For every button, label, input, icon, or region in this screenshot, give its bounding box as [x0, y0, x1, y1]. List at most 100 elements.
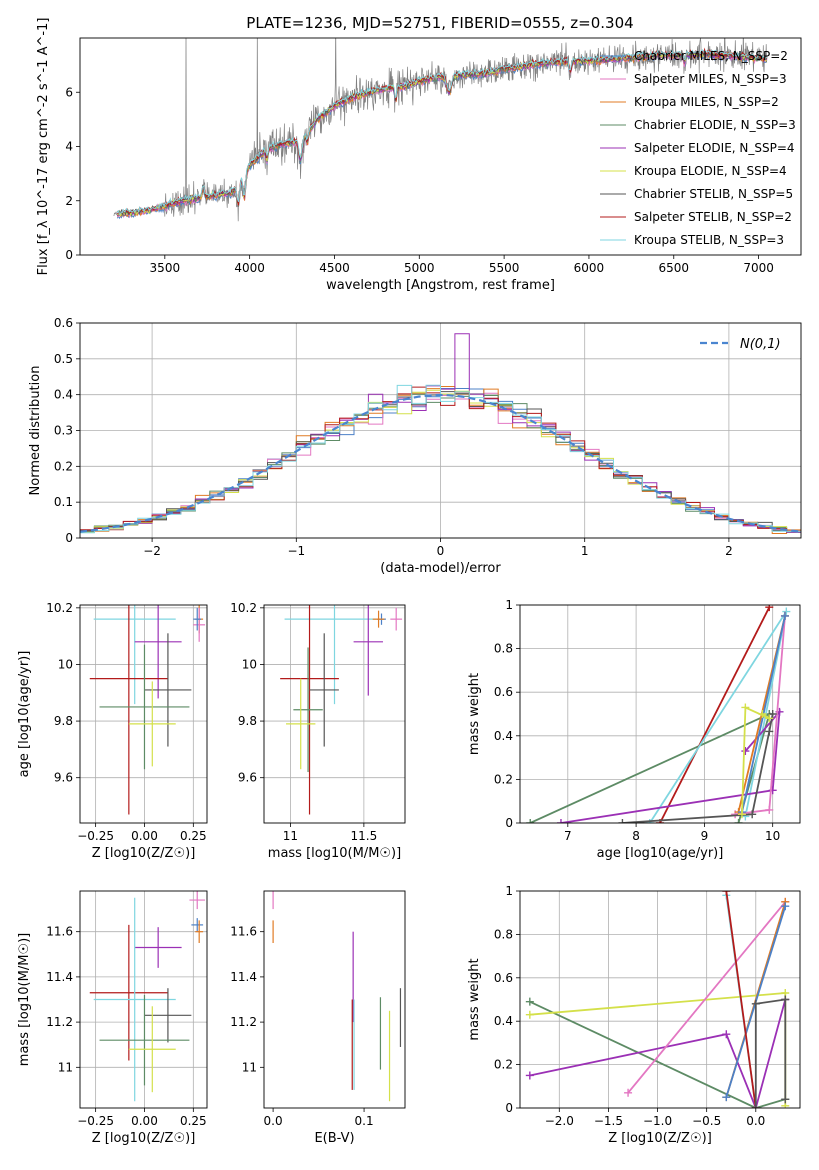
legend-label: Kroupa ELODIE, N_SSP=4 — [634, 164, 787, 178]
x-tick-label: 11.5 — [351, 829, 378, 843]
y-tick-label: 2 — [65, 194, 73, 208]
plot-frame — [263, 890, 406, 1109]
x-tick-label: 0.25 — [180, 829, 207, 843]
axes: 3500 4000 4500 5000 5500 6000 6500 7000 0 2 4 6 wave… — [36, 18, 802, 293]
x-axis-label: Z [log10(Z/Z☉)] — [92, 1131, 196, 1146]
weight-marker — [751, 999, 760, 1008]
y-tick-label: 0 — [505, 1101, 513, 1115]
errorbar-point — [189, 891, 206, 910]
y-tick-label: 0.6 — [494, 685, 513, 699]
x-tick-label: 5500 — [489, 261, 520, 275]
x-tick-label: 7 — [564, 829, 572, 843]
weight-marker — [765, 605, 774, 612]
x-tick-label: 11 — [283, 829, 298, 843]
weight-marker — [556, 819, 565, 823]
y-tick-label: 11.6 — [46, 925, 73, 939]
weight-marker — [525, 1010, 534, 1019]
errorbar-point — [193, 607, 202, 631]
x-axis-label: (data-model)/error — [380, 561, 501, 576]
grid-lines — [80, 605, 207, 823]
y-tick-label: 10 — [242, 657, 257, 671]
weight-marker — [526, 819, 535, 823]
legend-label: Salpeter MILES, N_SSP=3 — [634, 72, 787, 86]
panel-residual-histogram: −2 −1 0 1 2 0 0.1 0.2 0.3 0.4 0.5 0.6 (data-model)/e… — [28, 316, 802, 576]
plot-area — [525, 891, 790, 1108]
weight-line — [725, 891, 757, 1108]
plot-area — [280, 605, 403, 815]
errorbar-point — [99, 644, 190, 770]
legend-label: Kroupa STELIB, N_SSP=3 — [634, 233, 784, 247]
plot-area — [80, 333, 801, 534]
y-axis-label: age [log10(age/yr)] — [17, 651, 32, 778]
panel-age-vs-mass: 11 11.5 9.6 9.8 10 10.2 mass [log10(M/M☉)] — [230, 601, 406, 861]
errorbar-point — [128, 681, 176, 767]
x-axis-label: Z [log10(Z/Z☉)] — [92, 846, 196, 861]
errorbar-point — [93, 605, 176, 705]
y-tick-label: 0 — [65, 248, 73, 262]
y-tick-label: 9.8 — [238, 714, 257, 728]
x-tick-label: 0.00 — [131, 1114, 158, 1128]
axes: 11 11.5 9.6 9.8 10 10.2 mass [log10(M/M☉)] — [230, 601, 406, 861]
axes: 7 8 9 10 0 0.2 0.4 0.6 0.8 1 age [log10(age/yr)] ma… — [467, 598, 801, 861]
errorbar-point — [191, 918, 204, 932]
legend-label: Chabrier MILES, N_SSP=2 — [634, 49, 788, 63]
y-tick-label: 0 — [65, 531, 73, 545]
y-tick-label: 0.2 — [54, 459, 73, 473]
plot-frame — [519, 604, 801, 824]
x-tick-label: −1.5 — [594, 1114, 623, 1128]
x-tick-label: −1.0 — [643, 1114, 672, 1128]
y-tick-label: 9.8 — [54, 714, 73, 728]
y-tick-label: 10.2 — [230, 601, 257, 615]
weight-marker — [741, 703, 750, 712]
axes: 0.0 0.1 11 11.2 11.4 11.6 E(B-V) — [230, 890, 406, 1146]
y-tick-label: 0.4 — [494, 1014, 513, 1028]
weight-marker — [765, 727, 774, 736]
x-tick-label: −0.5 — [692, 1114, 721, 1128]
plot-frame — [519, 890, 801, 1109]
y-axis-label: Normed distribution — [28, 366, 43, 496]
plot-frame — [79, 890, 208, 1109]
panel-weight-vs-age: 7 8 9 10 0 0.2 0.4 0.6 0.8 1 age [log10(age/yr)] ma… — [467, 598, 801, 861]
x-tick-label: 1 — [581, 544, 589, 558]
x-axis-label: mass [log10(M/M☉)] — [268, 846, 401, 861]
plot-area — [113, 38, 768, 222]
panel-mass-vs-ebv: 0.0 0.1 11 11.2 11.4 11.6 E(B-V) — [230, 890, 406, 1146]
y-axis-label: mass weight — [467, 673, 482, 755]
weight-marker — [618, 819, 627, 823]
errorbar-point — [280, 605, 339, 815]
x-tick-label: 4500 — [319, 261, 350, 275]
y-tick-label: 0.4 — [494, 729, 513, 743]
errorbar-point — [93, 897, 176, 1102]
plot-area — [89, 605, 206, 815]
legend: Chabrier MILES, N_SSP=2 Salpeter MILES, N… — [600, 49, 796, 247]
errorbar-point — [99, 994, 190, 1086]
y-tick-label: 0.8 — [494, 927, 513, 941]
weight-line — [622, 713, 774, 823]
axes: −2.0 −1.5 −1.0 −0.5 0.0 0 0.2 0.4 0.6 0.8 1 Z [log1… — [467, 884, 801, 1146]
errorbar-point — [89, 605, 168, 815]
legend-label: Kroupa MILES, N_SSP=2 — [634, 95, 779, 109]
weight-marker — [525, 997, 534, 1006]
plot-area — [272, 891, 402, 1102]
y-tick-label: 11.2 — [46, 1015, 73, 1029]
weight-marker — [765, 714, 774, 723]
panel-age-vs-Z: −0.25 0.00 0.25 9.6 9.8 10 10.2 Z [log10(Z/Z☉)]… — [17, 601, 208, 861]
legend-label: Salpeter STELIB, N_SSP=2 — [634, 210, 792, 224]
weight-marker — [782, 607, 791, 616]
plot-frame — [79, 322, 802, 539]
x-tick-label: 9 — [701, 829, 709, 843]
y-tick-label: 11.4 — [230, 970, 257, 984]
y-tick-label: 0.8 — [494, 642, 513, 656]
y-tick-label: 11.4 — [46, 970, 73, 984]
x-tick-label: 3500 — [150, 261, 181, 275]
errorbar-point — [353, 605, 383, 696]
x-tick-label: −2 — [143, 544, 161, 558]
legend-label: N(0,1) — [740, 337, 781, 352]
weight-line — [659, 606, 771, 823]
legend-label: Salpeter ELODIE, N_SSP=4 — [634, 141, 795, 155]
y-tick-label: 11 — [242, 1060, 257, 1074]
panel-spectrum: 3500 4000 4500 5000 5500 6000 6500 7000 0 2 4 6 wave… — [36, 18, 802, 293]
y-tick-label: 10 — [58, 657, 73, 671]
errorbar-point — [134, 927, 182, 968]
model-fit-line — [117, 52, 767, 219]
